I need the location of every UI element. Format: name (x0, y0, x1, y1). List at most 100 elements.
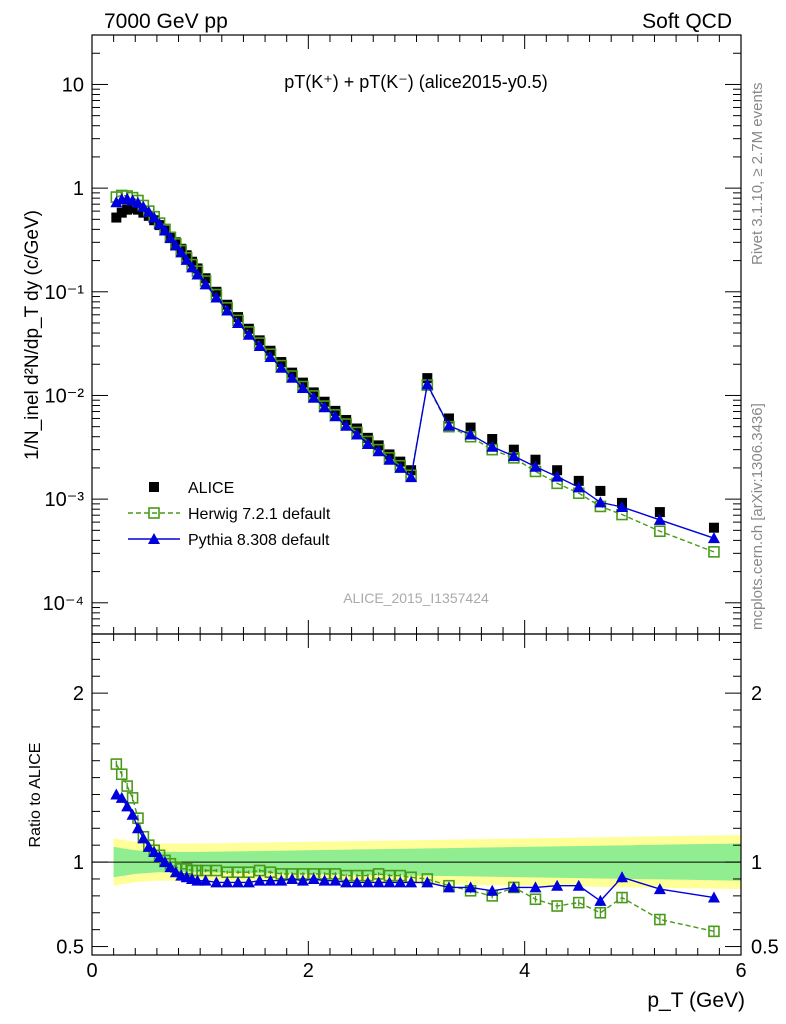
x-axis-label: p_T (GeV) (647, 989, 745, 1012)
series-2 (110, 192, 720, 544)
ratio-point (115, 791, 128, 803)
chart-title: pT(K⁺) + pT(K⁻) (alice2015-y0.5) (284, 72, 548, 92)
data-point (199, 278, 212, 290)
data-point (243, 323, 254, 334)
ratio-point (421, 876, 434, 888)
data-point (242, 328, 255, 340)
data-point (395, 456, 406, 467)
x-tick-label: 4 (519, 960, 530, 982)
ratio-point (307, 872, 320, 884)
data-point (180, 253, 193, 265)
y-tick-label: 10⁻³ (45, 489, 85, 511)
ratio-point (159, 856, 172, 868)
ratio-point (551, 879, 564, 891)
data-point (465, 422, 476, 433)
main-y-axis-label: 1/N_inel d²N/dp_T dy (c/GeV) (22, 210, 43, 460)
data-point (372, 445, 385, 457)
data-point (464, 428, 477, 440)
ratio-point (507, 881, 520, 893)
data-point (486, 440, 499, 452)
data-point (200, 273, 211, 284)
data-point (329, 410, 342, 422)
axes: 0 2 4 6 10 1 10⁻¹ 10⁻² 10⁻³ 10⁻⁴ 2 2 1 1 0.5 0.5 (43, 34, 779, 982)
ratio-point (551, 900, 563, 912)
data-point (148, 211, 161, 223)
ratio-y-tick-label: 1 (73, 852, 84, 874)
data-point (264, 350, 277, 362)
data-point (265, 345, 276, 356)
data-point (221, 304, 234, 316)
ratio-point (275, 874, 288, 886)
ratio-point (296, 874, 309, 886)
ratio-point (221, 876, 234, 888)
data-point (232, 317, 245, 329)
main-panel-marks (110, 189, 720, 558)
x-tick-label: 2 (303, 960, 314, 982)
ratio-point (232, 876, 245, 888)
ratio-point (126, 808, 139, 820)
ratio-series-1 (110, 788, 720, 907)
data-point (116, 207, 127, 218)
data-point (595, 485, 606, 496)
data-point (422, 373, 433, 384)
ratio-point (137, 832, 150, 844)
data-point (164, 232, 177, 244)
ratio-point (242, 876, 255, 888)
legend-label: Pythia 8.308 default (188, 532, 330, 549)
ratio-y-tick-label-right: 0.5 (751, 937, 779, 959)
data-point (552, 465, 563, 476)
mcplots-credit: mcplots.cern.ch [arXiv:1306.3436] (749, 403, 766, 630)
y-tick-label: 10⁻¹ (45, 282, 85, 304)
data-point (307, 391, 320, 403)
energy-label: 7000 GeV pp (104, 10, 228, 33)
data-point (443, 413, 454, 424)
data-point (442, 419, 455, 431)
legend-marker (148, 507, 160, 519)
ratio-point (153, 851, 166, 863)
data-point (352, 423, 363, 434)
data-point (318, 401, 331, 413)
ratio-point (351, 876, 364, 888)
legend-label: Herwig 7.2.1 default (188, 506, 331, 523)
ratio-point (210, 876, 223, 888)
legend-label: ALICE (188, 480, 234, 497)
data-point (708, 546, 720, 558)
ratio-point (394, 876, 407, 888)
ratio-point (654, 913, 666, 926)
data-point (653, 513, 666, 525)
data-point (572, 481, 585, 493)
ratio-point (442, 881, 455, 893)
data-point (122, 204, 133, 215)
data-point (616, 500, 629, 512)
x-tick-label: 0 (86, 960, 97, 982)
ratio-point (616, 871, 629, 883)
ratio-point (264, 874, 277, 886)
y-tick-label: 10 (62, 74, 84, 96)
data-point (594, 496, 607, 508)
rivet-credit: Rivet 3.1.10, ≥ 2.7M events (749, 83, 766, 266)
ratio-point (405, 876, 418, 888)
y-tick-label: 10⁻⁴ (43, 593, 84, 615)
y-tick-label: 10⁻² (45, 385, 85, 407)
data-point (253, 339, 266, 351)
data-point (361, 438, 374, 450)
data-point (286, 371, 299, 383)
data-point (551, 470, 564, 482)
ratio-y-tick-label-right: 2 (751, 683, 762, 705)
data-point (191, 268, 204, 280)
ratio-point (126, 792, 139, 804)
data-point (340, 419, 353, 431)
ratio-point (529, 881, 542, 893)
ratio-point (121, 800, 134, 812)
ratio-point (572, 896, 585, 909)
data-point (362, 432, 373, 443)
ratio-point (653, 883, 666, 895)
data-point (508, 444, 519, 455)
ratio-point (486, 884, 499, 896)
data-point (654, 507, 665, 518)
data-point (654, 525, 666, 538)
data-point (708, 522, 719, 533)
ratio-point (616, 891, 628, 904)
data-point (530, 454, 541, 465)
data-point (159, 224, 172, 236)
